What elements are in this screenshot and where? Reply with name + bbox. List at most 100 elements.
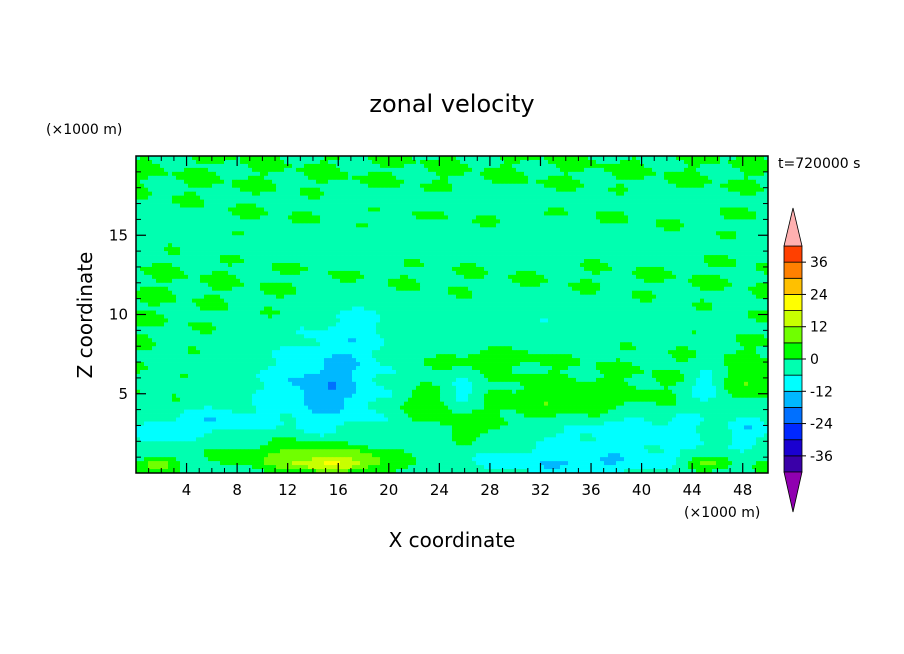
field-cell bbox=[668, 259, 673, 264]
field-cell bbox=[636, 270, 641, 276]
field-cell bbox=[584, 199, 589, 204]
field-cell bbox=[484, 255, 489, 260]
field-cell bbox=[692, 231, 697, 236]
field-cell bbox=[508, 179, 513, 185]
field-cell bbox=[284, 274, 289, 280]
field-cell bbox=[468, 235, 473, 240]
field-cell bbox=[640, 235, 645, 240]
field-cell bbox=[460, 179, 465, 185]
field-cell bbox=[572, 167, 577, 173]
field-cell bbox=[448, 195, 453, 200]
field-cell bbox=[712, 247, 717, 252]
field-cell bbox=[676, 235, 681, 240]
field-cell bbox=[220, 199, 225, 204]
field-cell bbox=[600, 159, 605, 165]
field-cell bbox=[556, 255, 561, 260]
field-cell bbox=[292, 231, 297, 236]
field-cell bbox=[324, 215, 329, 220]
field-cell bbox=[500, 219, 505, 224]
field-cell bbox=[396, 179, 401, 185]
field-cell bbox=[592, 187, 597, 193]
field-cell bbox=[712, 219, 717, 224]
field-cell bbox=[668, 266, 673, 272]
field-cell bbox=[448, 191, 453, 196]
field-cell bbox=[276, 156, 281, 161]
field-cell bbox=[520, 171, 525, 177]
field-cell bbox=[488, 235, 493, 240]
field-cell bbox=[336, 175, 341, 181]
field-cell bbox=[248, 167, 253, 173]
field-cell bbox=[604, 207, 609, 212]
field-cell bbox=[704, 211, 709, 216]
field-cell bbox=[240, 235, 245, 240]
field-cell bbox=[640, 259, 645, 264]
field-cell bbox=[144, 215, 149, 220]
field-cell bbox=[636, 227, 641, 232]
field-cell bbox=[192, 262, 197, 268]
field-cell bbox=[576, 266, 581, 272]
field-cell bbox=[396, 235, 401, 240]
field-cell bbox=[716, 223, 721, 228]
field-cell bbox=[396, 239, 401, 244]
field-cell bbox=[416, 255, 421, 260]
field-cell bbox=[340, 175, 345, 181]
field-cell bbox=[272, 259, 277, 264]
field-cell bbox=[340, 231, 345, 236]
field-cell bbox=[136, 207, 141, 212]
field-cell bbox=[448, 259, 453, 264]
field-cell bbox=[204, 195, 209, 200]
field-cell bbox=[400, 203, 405, 208]
field-cell bbox=[404, 259, 409, 264]
field-cell bbox=[476, 235, 481, 240]
field-cell bbox=[248, 159, 253, 165]
field-cell bbox=[644, 231, 649, 236]
field-cell bbox=[176, 195, 181, 200]
field-cell bbox=[256, 219, 261, 224]
field-cell bbox=[720, 243, 725, 248]
field-cell bbox=[180, 207, 185, 212]
field-cell bbox=[164, 215, 169, 220]
field-cell bbox=[416, 274, 421, 280]
field-cell bbox=[416, 183, 421, 189]
field-cell bbox=[140, 163, 145, 169]
field-cell bbox=[560, 270, 565, 276]
field-cell bbox=[716, 171, 721, 177]
field-cell bbox=[456, 219, 461, 224]
field-cell bbox=[296, 211, 301, 216]
field-cell bbox=[320, 243, 325, 248]
field-cell bbox=[356, 159, 361, 165]
field-cell bbox=[308, 239, 313, 244]
field-cell bbox=[328, 167, 333, 173]
field-cell bbox=[616, 270, 621, 276]
field-cell bbox=[704, 219, 709, 224]
field-cell bbox=[404, 243, 409, 248]
field-cell bbox=[688, 227, 693, 232]
field-cell bbox=[168, 235, 173, 240]
field-cell bbox=[660, 195, 665, 200]
field-cell bbox=[628, 243, 633, 248]
field-cell bbox=[188, 183, 193, 189]
field-cell bbox=[276, 167, 281, 173]
field-cell bbox=[456, 191, 461, 196]
field-cell bbox=[232, 243, 237, 248]
field-cell bbox=[632, 223, 637, 228]
field-cell bbox=[220, 203, 225, 208]
field-cell bbox=[252, 227, 257, 232]
field-cell bbox=[188, 235, 193, 240]
field-cell bbox=[700, 195, 705, 200]
field-cell bbox=[640, 199, 645, 204]
field-cell bbox=[340, 156, 345, 161]
field-cell bbox=[748, 255, 753, 260]
field-cell bbox=[736, 223, 741, 228]
field-cell bbox=[168, 171, 173, 177]
field-cell bbox=[652, 175, 657, 181]
field-cell bbox=[216, 187, 221, 193]
field-cell bbox=[152, 175, 157, 181]
field-cell bbox=[596, 247, 601, 252]
field-cell bbox=[608, 167, 613, 173]
field-cell bbox=[216, 159, 221, 165]
field-cell bbox=[716, 231, 721, 236]
field-cell bbox=[760, 266, 765, 272]
field-cell bbox=[164, 259, 169, 264]
field-cell bbox=[504, 167, 509, 173]
